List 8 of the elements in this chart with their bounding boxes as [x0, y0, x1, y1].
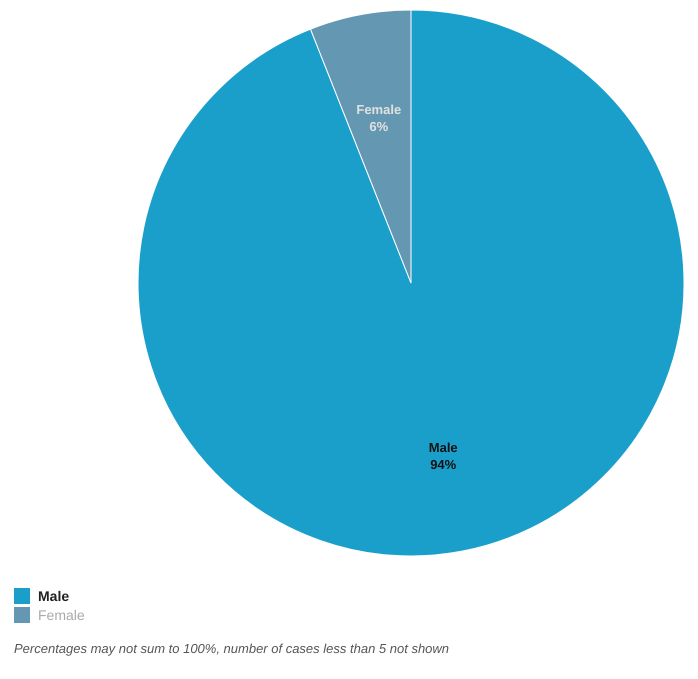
data-label: 6%: [369, 119, 389, 134]
pie-slice: [138, 10, 684, 556]
slice-label: Female: [356, 102, 402, 118]
legend-label: Female: [38, 607, 85, 623]
text: Percentages may not sum to 100%, number of cases less than 5 not shown: [14, 641, 450, 656]
data-label: 94%: [430, 456, 457, 472]
slice-label: Male: [428, 440, 458, 455]
legend-label: Male: [38, 588, 70, 604]
